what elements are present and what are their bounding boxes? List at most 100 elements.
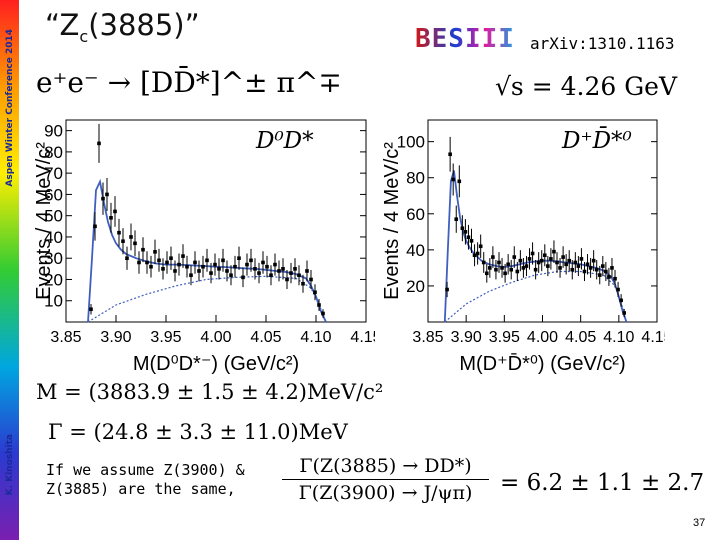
data-point <box>509 267 514 272</box>
data-point <box>197 269 201 273</box>
data-point <box>457 179 462 184</box>
fit-curve <box>443 170 628 323</box>
data-point <box>305 269 309 273</box>
data-point <box>579 257 584 261</box>
y-tick-label: 100 <box>397 133 425 152</box>
assumption-note: If we assume Z(3900) & Z(3885) are the s… <box>46 461 245 499</box>
data-point <box>213 262 217 267</box>
data-point <box>181 254 185 258</box>
data-point <box>233 264 237 269</box>
data-point <box>582 269 587 274</box>
data-point <box>293 267 297 271</box>
data-point <box>129 235 133 239</box>
x-tick-label: 4.15 <box>350 329 375 346</box>
data-point <box>484 271 489 276</box>
channel-label: D⁰D* <box>255 128 314 154</box>
data-point <box>165 260 169 265</box>
ratio-fraction: Γ(Z(3885) → DD*) Γ(Z(3900) → J/ψπ) <box>282 455 489 504</box>
data-point <box>601 264 605 268</box>
data-point <box>549 257 553 261</box>
data-point <box>189 273 193 278</box>
mass-result: M = (3883.9 ± 1.5 ± 4.2)MeV/c² <box>36 380 384 404</box>
data-point <box>281 267 285 271</box>
y-tick-label: 80 <box>406 169 425 188</box>
data-point <box>309 277 313 282</box>
data-point <box>209 271 213 275</box>
data-point <box>217 267 221 271</box>
data-point <box>494 267 498 272</box>
x-tick-label: 4.15 <box>641 329 665 346</box>
data-point <box>277 269 281 273</box>
data-point <box>604 269 608 274</box>
plot-left: 10 20 30 40 50 60 70 80 90 3.85 3.90 3.95 4.00 4.05 4.… <box>30 110 375 375</box>
data-point <box>133 241 137 246</box>
x-tick-label: 4.00 <box>527 329 558 346</box>
data-point <box>619 298 623 303</box>
data-point <box>149 264 153 269</box>
data-point <box>518 258 523 263</box>
data-point <box>454 217 459 221</box>
data-point <box>93 224 97 229</box>
note-line-1: If we assume Z(3900) & <box>46 461 245 479</box>
x-axis-label: M(D⁺D̄*⁰) (GeV/c²) <box>459 352 625 375</box>
data-point <box>555 260 559 265</box>
data-point <box>491 255 495 259</box>
data-point <box>616 287 620 292</box>
data-point <box>289 271 293 275</box>
data-point <box>451 177 455 182</box>
y-axis-label: Events / 4 MeV/c² <box>33 142 55 300</box>
data-point <box>588 266 593 270</box>
data-point <box>558 266 562 270</box>
y-tick-label: 20 <box>44 270 63 289</box>
data-point <box>269 273 273 278</box>
data-point <box>241 275 245 280</box>
data-point <box>622 311 626 315</box>
data-point <box>97 141 101 146</box>
x-tick-label: 3.90 <box>451 329 482 346</box>
data-point <box>445 287 449 292</box>
data-point <box>201 264 205 269</box>
x-tick-label: 3.95 <box>150 329 181 346</box>
data-point <box>229 273 233 278</box>
data-point <box>113 209 117 214</box>
data-point <box>536 260 541 265</box>
data-point <box>573 260 578 265</box>
data-point <box>161 267 165 271</box>
data-point <box>117 230 121 235</box>
data-point <box>594 267 599 272</box>
energy-label: √s = 4.26 GeV <box>495 72 678 101</box>
x-tick-label: 3.95 <box>489 329 520 346</box>
data-point <box>527 257 532 261</box>
y-tick-label: 60 <box>44 185 63 204</box>
data-point <box>607 275 611 279</box>
background-curve <box>87 275 327 323</box>
data-point <box>153 250 157 254</box>
data-point <box>137 260 141 265</box>
slide-title: “Zc(3885)” <box>45 8 200 46</box>
data-point <box>546 264 550 268</box>
data-point <box>249 258 253 263</box>
y-tick-label: 70 <box>44 164 63 183</box>
ratio-denominator: Γ(Z(3900) → J/ψπ) <box>298 482 473 504</box>
data-point <box>253 267 257 271</box>
data-point <box>301 281 305 286</box>
data-point <box>503 271 507 276</box>
plot-right: 20 40 60 80 100 3.85 3.90 3.95 4.00 4.05 4.10 4.15 M… <box>375 110 665 375</box>
page-number: 37 <box>693 517 706 529</box>
y-tick-label: 90 <box>44 122 63 141</box>
data-point <box>576 264 581 268</box>
data-point <box>105 192 109 197</box>
x-tick-label: 4.10 <box>300 329 331 346</box>
data-point <box>185 264 189 269</box>
y-tick-label: 30 <box>44 249 63 268</box>
data-point <box>173 269 177 273</box>
data-point <box>237 256 241 261</box>
data-point <box>261 260 265 265</box>
width-result: Γ = (24.8 ± 3.3 ± 11.0)MeV <box>48 420 348 444</box>
data-point <box>567 258 572 263</box>
data-point <box>524 264 529 268</box>
reaction-formula: e⁺e⁻ → [DD̄*]^± π^∓ <box>36 66 342 99</box>
data-point <box>533 267 538 272</box>
y-tick-label: 80 <box>44 143 63 162</box>
arxiv-reference: arXiv:1310.1163 <box>530 34 675 53</box>
